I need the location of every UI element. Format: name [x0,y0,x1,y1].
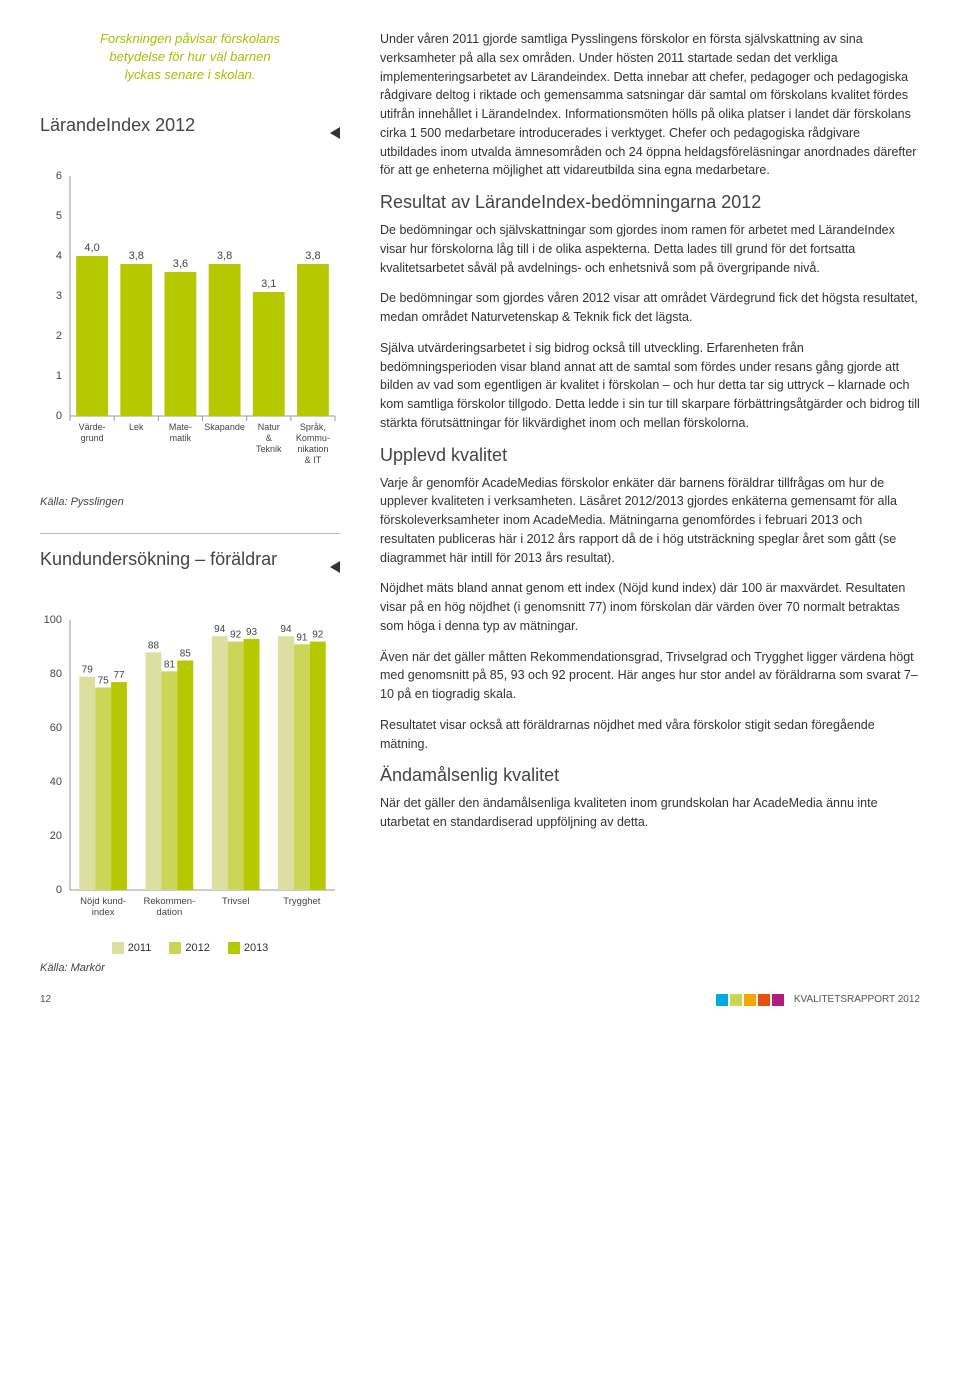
chart2-legend: 2011 2012 2013 [40,942,340,954]
svg-text:4: 4 [56,250,62,262]
svg-text:3,1: 3,1 [261,278,276,290]
legend-label: 2011 [128,942,152,954]
svg-text:100: 100 [44,614,62,626]
svg-text:Trivsel: Trivsel [222,896,250,907]
svg-text:5: 5 [56,210,62,222]
svg-text:40: 40 [50,776,62,788]
body-p5: Varje år genomför AcadeMedias förskolor … [380,474,920,568]
svg-text:93: 93 [246,626,258,637]
chart2-svg: 0 20 40 60 80 100 79 7577 Nöjd kund-index 88 81 85 R… [40,600,340,930]
footer-color [716,994,728,1006]
svg-text:75: 75 [98,675,110,686]
chart2-title: Kundundersökning – föräldrar [40,549,277,570]
svg-text:6: 6 [56,170,62,182]
legend-label: 2013 [244,942,268,954]
svg-text:91: 91 [296,632,308,643]
chart2-title-row: Kundundersökning – föräldrar [40,549,340,585]
svg-text:Språk,Kommu-nikation& IT: Språk,Kommu-nikation& IT [296,422,330,465]
svg-text:3: 3 [56,290,62,302]
right-column: Under våren 2011 gjorde samtliga Pysslin… [370,30,920,974]
svg-text:77: 77 [113,670,125,681]
svg-text:2: 2 [56,330,62,342]
svg-text:94: 94 [280,624,292,635]
svg-text:Mate-matik: Mate-matik [169,422,192,443]
svg-text:94: 94 [214,624,226,635]
footer-color [772,994,784,1006]
footer-report: KVALITETSRAPPORT 2012 [794,994,920,1005]
footer-right: KVALITETSRAPPORT 2012 [716,994,920,1006]
svg-text:4,0: 4,0 [84,242,99,254]
footer-color [730,994,742,1006]
chart1-svg: 0 1 2 3 4 5 6 4,0 Värde-grund 3,8 Lek 3,6 Mate-matik… [40,166,340,486]
svg-text:Rekommen-dation: Rekommen-dation [144,896,196,918]
svg-text:85: 85 [180,648,192,659]
divider [40,533,340,534]
svg-text:3,8: 3,8 [305,250,320,262]
svg-text:3,8: 3,8 [129,250,144,262]
body-p1: Under våren 2011 gjorde samtliga Pysslin… [380,30,920,180]
legend-item: 2012 [169,942,209,954]
svg-text:Värde-grund: Värde-grund [79,422,106,443]
svg-text:92: 92 [230,629,242,640]
chart2-source: Källa: Markör [40,962,340,974]
svg-text:88: 88 [148,640,160,651]
legend-item: 2013 [228,942,268,954]
body-p4: Själva utvärderingsarbetet i sig bidrog … [380,339,920,433]
footer-color [744,994,756,1006]
legend-swatch [228,942,240,954]
chart2-container: 0 20 40 60 80 100 79 7577 Nöjd kund-index 88 81 85 R… [40,600,340,930]
svg-text:Natur&Teknik: Natur&Teknik [256,422,282,454]
svg-text:0: 0 [56,410,62,422]
page-number: 12 [40,994,51,1005]
heading-andamal: Ändamålsenlig kvalitet [380,765,920,786]
svg-text:60: 60 [50,722,62,734]
svg-text:Nöjd kund-index: Nöjd kund-index [80,896,126,918]
svg-text:3,8: 3,8 [217,250,232,262]
footer-color [758,994,770,1006]
legend-label: 2012 [185,942,209,954]
svg-text:80: 80 [50,668,62,680]
indicator-arrow [330,127,340,139]
svg-text:Skapande: Skapande [204,422,245,432]
svg-text:92: 92 [312,629,324,640]
heading-upplevd: Upplevd kvalitet [380,445,920,466]
legend-swatch [169,942,181,954]
footer-color-squares [716,994,784,1006]
body-p2: De bedömningar och självskattningar som … [380,221,920,277]
svg-text:0: 0 [56,884,62,896]
footer: 12 KVALITETSRAPPORT 2012 [0,994,960,1026]
svg-text:20: 20 [50,830,62,842]
legend-swatch [112,942,124,954]
heading-resultat: Resultat av LärandeIndex-bedömningarna 2… [380,192,920,213]
chart1-title: LärandeIndex 2012 [40,115,195,136]
svg-text:1: 1 [56,370,62,382]
chart1-title-row: LärandeIndex 2012 [40,115,340,151]
body-p3: De bedömningar som gjordes våren 2012 vi… [380,289,920,327]
body-p9: När det gäller den ändamålsenliga kvalit… [380,794,920,832]
legend-item: 2011 [112,942,152,954]
quote-text: Forskningen påvisar förskolans betydelse… [40,30,340,115]
page: Forskningen påvisar förskolans betydelse… [0,0,960,994]
body-p7: Även när det gäller måtten Rekommendatio… [380,648,920,704]
svg-text:Lek: Lek [129,422,144,432]
svg-text:3,6: 3,6 [173,258,188,270]
body-p8: Resultatet visar också att föräldrarnas … [380,716,920,754]
svg-text:Trygghet: Trygghet [283,896,320,907]
svg-text:81: 81 [164,659,176,670]
chart1-source: Källa: Pysslingen [40,496,340,508]
svg-text:79: 79 [82,664,94,675]
left-column: Forskningen påvisar förskolans betydelse… [40,30,370,974]
body-p6: Nöjdhet mäts bland annat genom ett index… [380,579,920,635]
chart1-container: 0 1 2 3 4 5 6 4,0 Värde-grund 3,8 Lek 3,6 Mate-matik… [40,166,340,486]
indicator-arrow [330,561,340,573]
